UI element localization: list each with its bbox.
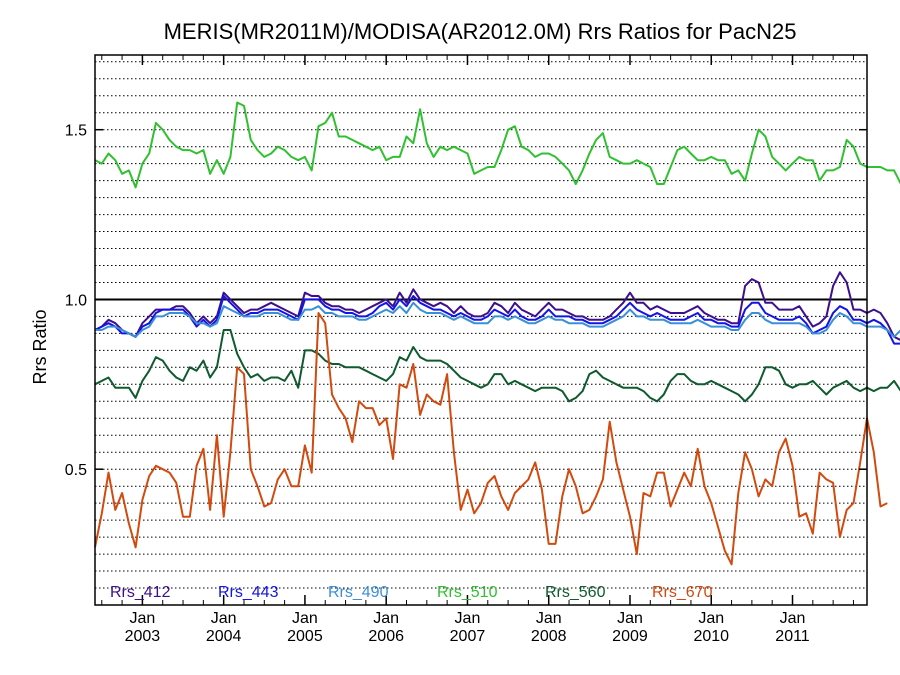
x-tick-label-year: 2010 [693, 628, 729, 645]
x-tick-label-year: 2007 [450, 628, 486, 645]
x-tick-label-year: 2011 [775, 628, 810, 645]
x-tick-label-month: Jan [455, 610, 481, 627]
x-tick-label-month: Jan [780, 610, 806, 627]
x-tick-label-year: 2005 [287, 628, 323, 645]
legend-entry-rrs-443: Rrs_443 [218, 584, 279, 601]
x-tick-label-month: Jan [292, 610, 318, 627]
y-axis-label: Rrs Ratio [30, 309, 50, 384]
x-tick-label-year: 2008 [531, 628, 567, 645]
series-line-rrs-510 [94, 101, 900, 189]
y-tick-label: 1.0 [65, 292, 87, 309]
x-tick-label-month: Jan [130, 610, 156, 627]
x-tick-label-month: Jan [536, 610, 562, 627]
legend-entry-rrs-412: Rrs_412 [110, 584, 171, 601]
x-tick-label-year: 2009 [612, 628, 648, 645]
x-axis-ticks: Jan2003Jan2004Jan2005Jan2006Jan2007Jan20… [101, 55, 854, 645]
x-tick-label-year: 2003 [125, 628, 161, 645]
series-lines [94, 101, 900, 566]
series-line-rrs-412 [94, 271, 900, 341]
x-tick-label-year: 2006 [368, 628, 404, 645]
series-line-rrs-443 [94, 295, 900, 345]
y-axis-ticks: 0.5 1.0 1.5 [65, 123, 867, 479]
y-tick-label: 1.5 [65, 123, 87, 140]
legend-entry-rrs-560: Rrs_560 [545, 584, 606, 601]
legend-entry-rrs-490: Rrs_490 [328, 584, 389, 601]
legend-entry-rrs-510: Rrs_510 [437, 584, 498, 601]
plot-frame [94, 54, 868, 606]
x-tick-label-month: Jan [698, 610, 724, 627]
x-tick-label-month: Jan [211, 610, 237, 627]
x-tick-label-year: 2004 [206, 628, 242, 645]
legend: Rrs_412 Rrs_443 Rrs_490 Rrs_510 Rrs_560 Rrs_6… [110, 584, 713, 601]
series-line-rrs-490 [95, 301, 900, 338]
series-line-rrs-560 [94, 329, 900, 403]
series-line-rrs-670 [94, 312, 888, 566]
x-tick-label-month: Jan [373, 610, 399, 627]
y-tick-label: 0.5 [65, 462, 87, 479]
x-tick-label-month: Jan [617, 610, 643, 627]
chart-title: MERIS(MR2011M)/MODISA(AR2012.0M) Rrs Rat… [164, 19, 797, 44]
legend-entry-rrs-670: Rrs_670 [652, 584, 713, 601]
